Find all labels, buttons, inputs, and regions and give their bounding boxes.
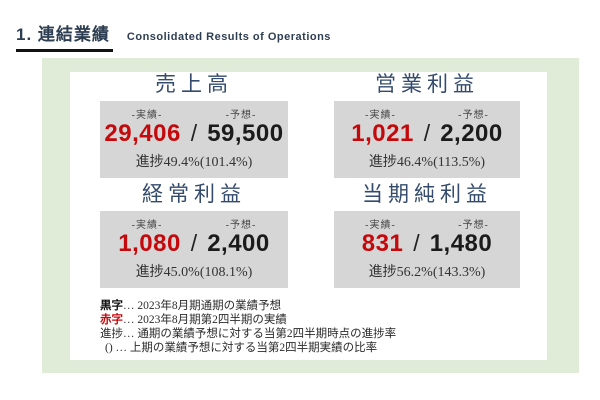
actual-label: -実績- [131,220,163,231]
results-frame: 売上高 -実績- -予想- 29,406 / 59,500 進捗49.4%(10… [42,58,579,373]
actual-label: -実績- [365,220,396,231]
slash-separator: / [190,120,198,146]
forecast-value: 1,480 [429,230,493,257]
footnote-key: 黒字 [100,300,123,312]
footnote-text: … 2023年8月期第2四半期の実績 [123,314,287,326]
value-labels: -実績- -予想- [334,106,520,121]
panel-ordinary-income-title: 経常利益 [142,182,246,206]
panel-operating-income: 営業利益 -実績- -予想- 1,021 / 2,200 進捗46.4%(113… [334,70,520,178]
footnote-key: 赤字 [100,314,123,326]
actual-value: 1,080 [118,230,181,257]
value-row: 29,406 / 59,500 [100,120,288,148]
panel-net-income-title: 当期純利益 [362,182,492,206]
actual-value: 29,406 [104,120,181,147]
value-labels: -実績- -予想- [334,216,520,231]
slash-separator: / [423,120,431,146]
footnote-parentheses: () … 上期の業績予想に対する当第2四半期実績の比率 [100,341,396,355]
value-labels: -実績- -予想- [100,106,288,121]
value-labels: -実績- -予想- [100,216,288,231]
results-inner-area: 売上高 -実績- -予想- 29,406 / 59,500 進捗49.4%(10… [70,72,547,360]
page-subtitle-en: Consolidated Results of Operations [126,31,331,43]
footnote-text: … 上期の業績予想に対する当第2四半期実績の比率 [112,342,378,354]
progress-text: 進捗56.2%(143.3%) [368,265,486,280]
panel-net-sales: 売上高 -実績- -予想- 29,406 / 59,500 進捗49.4%(10… [100,70,288,178]
panel-ordinary-income-box: -実績- -予想- 1,080 / 2,400 進捗45.0%(108.1%) [100,211,288,288]
forecast-label: -予想- [225,220,257,231]
actual-value: 1,021 [351,120,414,147]
footnote-progress: 進捗… 通期の業績予想に対する当第2四半期時点の進捗率 [100,327,396,341]
value-row: 1,021 / 2,200 [334,120,520,148]
value-row: 1,080 / 2,400 [100,230,288,258]
footnotes: 黒字… 2023年8月期通期の業績予想 赤字… 2023年8月期第2四半期の実績… [100,299,396,355]
forecast-label: -予想- [458,220,489,231]
forecast-value: 2,200 [440,120,503,147]
progress-text: 進捗46.4%(113.5%) [368,155,486,170]
panel-net-income-box: -実績- -予想- 831 / 1,480 進捗56.2%(143.3%) [334,211,520,288]
forecast-label: -予想- [458,110,489,121]
footnote-text: … 通期の業績予想に対する当第2四半期時点の進捗率 [123,328,397,340]
panel-net-sales-box: -実績- -予想- 29,406 / 59,500 進捗49.4%(101.4%… [100,101,288,178]
page-header: 1. 連結業績 Consolidated Results of Operatio… [16,20,331,52]
forecast-label: -予想- [225,110,257,121]
panel-ordinary-income: 経常利益 -実績- -予想- 1,080 / 2,400 進捗45.0%(108… [100,180,288,288]
slash-separator: / [413,230,420,256]
forecast-value: 2,400 [207,230,270,257]
panel-operating-income-title: 営業利益 [375,72,479,96]
actual-label: -実績- [365,110,396,121]
slash-separator: / [190,230,198,256]
actual-value: 831 [361,230,404,257]
progress-text: 進捗45.0%(108.1%) [135,265,253,280]
page-title: 1. 連結業績 [16,20,113,52]
panel-operating-income-box: -実績- -予想- 1,021 / 2,200 進捗46.4%(113.5%) [334,101,520,178]
footnote-text: … 2023年8月期通期の業績予想 [123,300,282,312]
forecast-value: 59,500 [207,120,284,147]
footnote-key: () [105,342,113,354]
value-row: 831 / 1,480 [334,230,520,258]
actual-label: -実績- [131,110,163,121]
progress-text: 進捗49.4%(101.4%) [135,155,253,170]
footnote-black-figures: 黒字… 2023年8月期通期の業績予想 [100,299,396,313]
panel-net-sales-title: 売上高 [155,72,233,96]
footnote-red-figures: 赤字… 2023年8月期第2四半期の実績 [100,313,396,327]
footnote-key: 進捗 [100,328,123,340]
panel-net-income: 当期純利益 -実績- -予想- 831 / 1,480 進捗56.2%(143.… [334,180,520,288]
